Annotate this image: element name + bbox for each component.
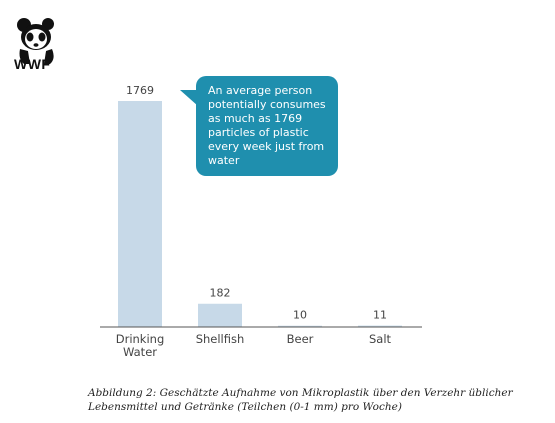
value-label: 11 [373, 309, 387, 322]
value-label: 1769 [126, 84, 154, 97]
bars-layer [118, 101, 402, 327]
category-label: Drinking [116, 332, 165, 346]
category-label: Beer [287, 332, 314, 346]
wwf-logo-text: WWF [14, 56, 51, 72]
bar-salt [358, 325, 402, 327]
callout-pointer [180, 90, 198, 106]
value-label: 10 [293, 309, 307, 322]
wwf-panda-logo [17, 18, 54, 64]
figure-caption: Abbildung 2: Geschätzte Aufnahme von Mik… [88, 387, 513, 413]
bar-beer [278, 325, 322, 327]
bar-shellfish [198, 303, 242, 327]
category-label: Water [123, 345, 157, 359]
category-label: Shellfish [196, 332, 245, 346]
value-label: 182 [210, 287, 231, 300]
bar-drinking-water [118, 101, 162, 327]
annotation-callout: An average person potentially consumes a… [196, 76, 338, 176]
category-label: Salt [369, 332, 392, 346]
